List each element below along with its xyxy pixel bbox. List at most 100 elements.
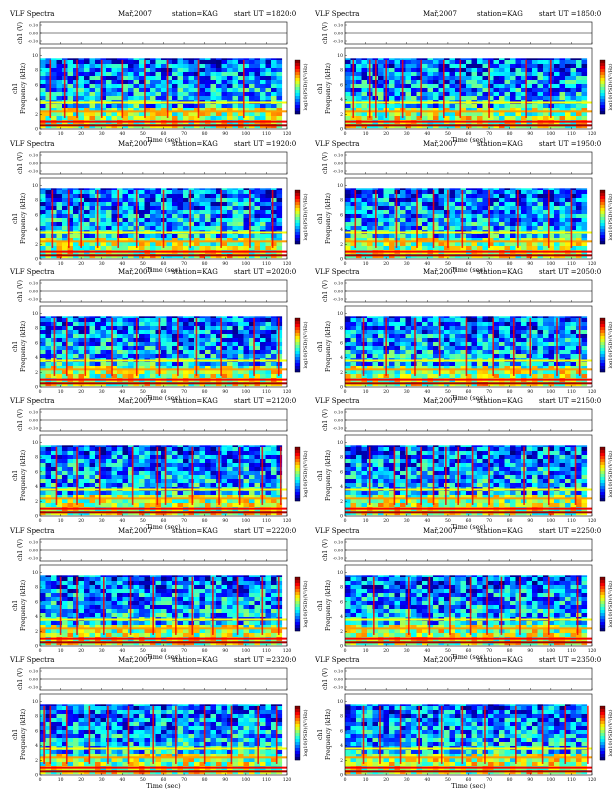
spectrogram-burst [100, 59, 103, 118]
spectrogram-cell [89, 80, 96, 85]
spectrogram-cell [526, 116, 533, 121]
spectrogram-cell [526, 72, 533, 77]
spectrogram-cell [199, 222, 206, 227]
panel-start-ut-label: start UT =2050:0 [539, 268, 601, 276]
spectrogram-cell [128, 242, 134, 247]
spectrogram-cell [243, 210, 250, 215]
spectrogram-cell [389, 80, 395, 85]
spectrogram-cell [78, 76, 85, 81]
spectrogram-cell [570, 108, 577, 113]
spectrogram-cell [449, 84, 456, 89]
spectrogram-cell [260, 202, 266, 207]
spectrogram-cell [139, 234, 145, 239]
spectrogram-cell [378, 112, 384, 117]
spectrogram-cell [249, 362, 255, 367]
spectrogram-cell [260, 76, 266, 81]
spectrogram-cell [488, 64, 494, 69]
spectrogram-cell [521, 238, 527, 243]
spectrogram-cell [144, 80, 151, 85]
spectrogram-cell [216, 334, 222, 339]
colorbar-label: log10(PSD)(V²/Hz) [302, 63, 309, 110]
spectrogram-cell [111, 218, 118, 223]
spectrogram-cell [394, 96, 401, 101]
spectrogram-cell [155, 206, 162, 211]
spectrogram-cell [199, 326, 206, 331]
spectrogram-cell [260, 238, 266, 243]
waveform-tick-label: -0.10 [333, 169, 344, 174]
spectrogram-cell [56, 326, 63, 331]
spectrogram-cell [394, 218, 401, 223]
spectrogram-cell [111, 222, 118, 227]
spectrogram-cell [67, 338, 74, 343]
spectrogram-cell [265, 112, 272, 117]
spectrogram-cell [106, 64, 112, 69]
spectrogram-cell [56, 88, 63, 93]
spectrogram-cell [411, 104, 417, 109]
spectrogram-cell [249, 366, 255, 371]
spectrogram-cell [243, 214, 250, 219]
spectrogram-cell [84, 366, 90, 371]
spectrogram-cell [210, 334, 217, 339]
spectrogram-burst [197, 59, 200, 118]
colorbar-segment [295, 333, 300, 337]
spectrogram-cell [238, 92, 244, 97]
spectrogram-cell [504, 80, 511, 85]
spectrogram-cell [466, 68, 472, 73]
spectrogram-cell [188, 206, 195, 211]
spectrogram-cell [111, 366, 118, 371]
spectrogram-cell [254, 346, 261, 351]
spectrogram-cell [405, 116, 412, 121]
spectrogram-cell [559, 198, 566, 203]
spectrogram-cell [460, 214, 467, 219]
spectrogram-cell [73, 350, 79, 355]
spectrogram-cell [78, 88, 85, 93]
spectrogram-cell [260, 64, 266, 69]
spectrogram-cell [166, 96, 173, 101]
panel-start-ut-label: start UT =1920:0 [234, 140, 296, 148]
spectrogram-cell [254, 222, 261, 227]
spectrogram-cell [194, 198, 200, 203]
spectrogram-cell [361, 242, 368, 247]
spectrogram-cell [367, 194, 373, 199]
spectrogram-cell [177, 206, 184, 211]
spectrogram-cell [460, 246, 467, 251]
spectrogram-cell [144, 96, 151, 101]
spectrogram-cell [73, 80, 79, 85]
spectrogram-cell [466, 218, 472, 223]
spectrogram-cell [532, 96, 538, 101]
spectrogram-cell [559, 218, 566, 223]
spectrogram-cell [205, 330, 211, 335]
waveform-ylabel: ch1 (V) [17, 22, 24, 44]
spectrogram-cell [128, 350, 134, 355]
spectrogram-cell [449, 96, 456, 101]
spectrogram-cell [205, 222, 211, 227]
spectrogram-cell [570, 206, 577, 211]
spectrogram-cell [150, 342, 156, 347]
spectrogram-cell [166, 346, 173, 351]
spectrogram-cell [221, 214, 228, 219]
spectrogram-cell [205, 60, 211, 65]
spectrogram-cell [227, 202, 233, 207]
spectrogram-cell [227, 350, 233, 355]
spectrogram-cell [78, 374, 85, 379]
spectrogram-cell [345, 104, 351, 109]
spectrogram-cell [194, 234, 200, 239]
spectrogram-cell [155, 104, 162, 109]
colorbar-segment [295, 87, 300, 91]
waveform-ylabel: ch1 (V) [322, 152, 329, 174]
spectrogram-cell [477, 80, 483, 85]
colorbar-frame [294, 59, 301, 115]
spectrogram-cell [199, 116, 206, 121]
spectrogram-cell [84, 202, 90, 207]
spectrogram-cell [73, 346, 79, 351]
spectrogram-cell [45, 334, 52, 339]
spectrogram-cell [111, 338, 118, 343]
spectrogram-cell [183, 194, 189, 199]
spectrogram-cell [194, 80, 200, 85]
spectrogram-cell [166, 246, 173, 251]
spectrogram-cell [155, 354, 162, 359]
spectrogram-burst [63, 59, 66, 118]
spectrogram-cell [504, 214, 511, 219]
spectrogram-cell [155, 112, 162, 117]
spectrogram-cell [249, 326, 255, 331]
